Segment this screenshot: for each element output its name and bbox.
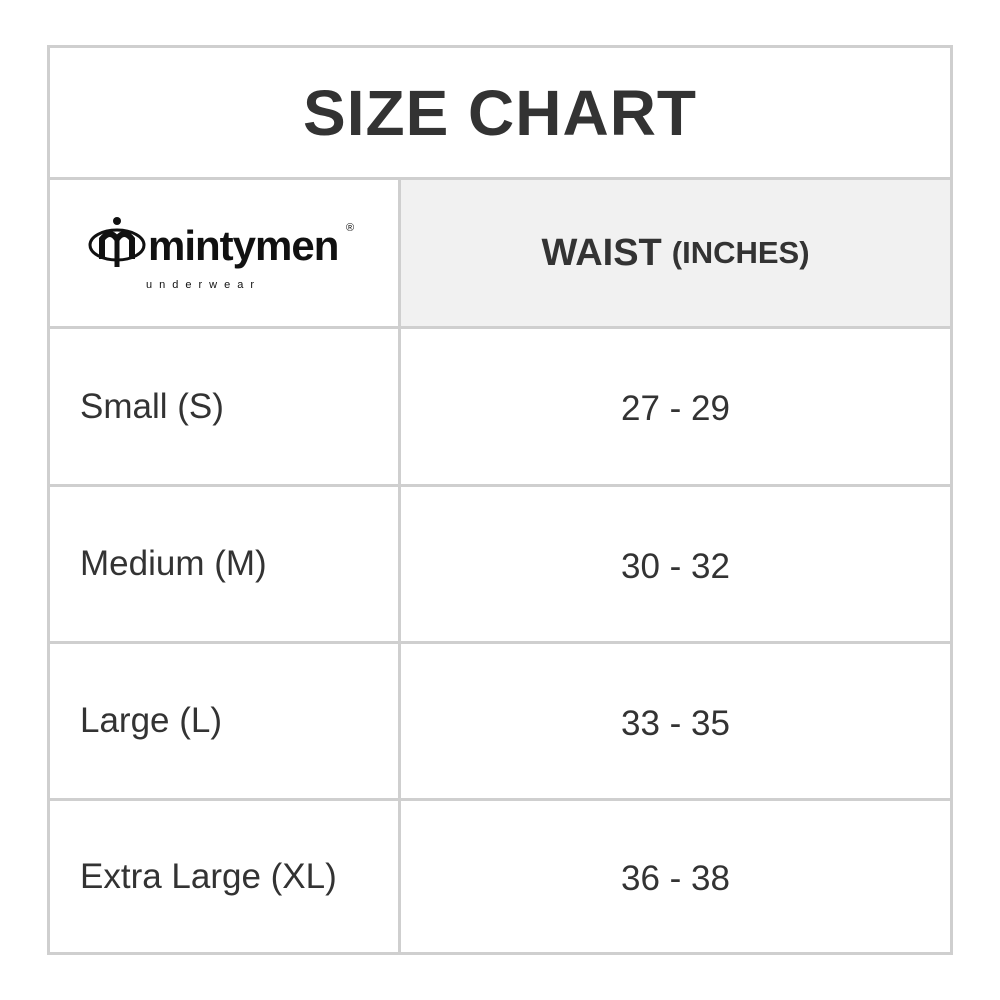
divider (50, 641, 950, 644)
size-chart-table: SIZE CHART mintymen ® underwear WAIST (I… (47, 45, 953, 955)
registered-mark: ® (346, 222, 354, 234)
size-label: Large (L) (80, 701, 223, 740)
column-divider (398, 180, 401, 952)
page-title: SIZE CHART (303, 77, 697, 149)
header-unit: (INCHES) (671, 235, 810, 270)
waist-value: 27 - 29 (621, 389, 730, 428)
divider (50, 798, 950, 801)
waist-value: 36 - 38 (621, 859, 730, 898)
header-measure: WAIST (541, 231, 662, 274)
size-label: Small (S) (80, 386, 224, 426)
waist-column-header: WAIST (INCHES) (401, 180, 950, 326)
divider (50, 177, 950, 180)
divider (50, 326, 950, 329)
waist-value: 33 - 35 (621, 703, 730, 743)
mintymen-logo-icon: mintymen ® underwear (88, 217, 354, 291)
brand-logo: mintymen ® underwear (50, 180, 398, 326)
logo-wordmark: mintymen (148, 222, 338, 269)
size-label: Extra Large (XL) (80, 856, 337, 896)
waist-value: 30 - 32 (621, 546, 730, 586)
divider (50, 484, 950, 487)
size-label: Medium (M) (80, 544, 267, 583)
logo-tagline: underwear (146, 279, 261, 291)
